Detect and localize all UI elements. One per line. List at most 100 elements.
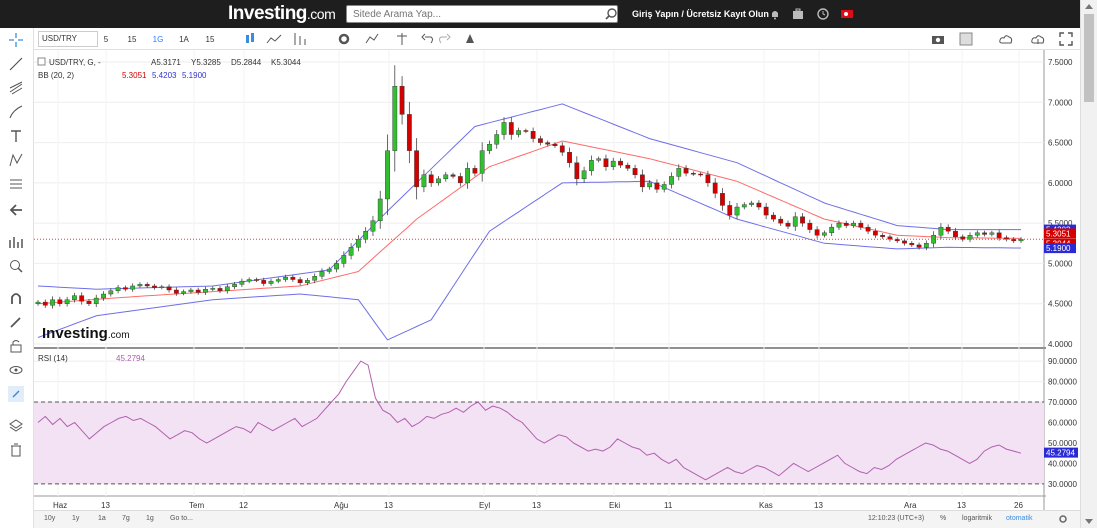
candle: [661, 184, 667, 190]
lock-icon[interactable]: [8, 338, 24, 354]
site-logo[interactable]: Investing.com: [228, 3, 336, 25]
interval-1[interactable]: 15: [127, 35, 137, 44]
candle: [152, 285, 157, 288]
chart-toolbar: USD/TRY 5 15 1G 1A 15: [34, 28, 1080, 50]
brush-icon[interactable]: [8, 104, 24, 120]
range-1y[interactable]: 1y: [72, 515, 80, 522]
candle: [581, 170, 587, 180]
candle: [749, 202, 754, 205]
chart-area[interactable]: 45.2794 7.50007.00006.50006.00005.50005.…: [34, 50, 1080, 510]
symbol-box[interactable]: USD/TRY: [38, 31, 98, 47]
interval-3[interactable]: 1A: [179, 35, 189, 44]
fullscreen-icon[interactable]: [1058, 31, 1074, 47]
clock-icon[interactable]: [817, 8, 829, 20]
compare-icon[interactable]: [364, 31, 380, 47]
candle: [35, 301, 41, 304]
range-1a[interactable]: 1a: [98, 515, 106, 522]
link-icon[interactable]: [8, 386, 24, 402]
candle: [130, 285, 136, 290]
pencil-icon[interactable]: [8, 314, 24, 330]
price-tick: 7.0000: [1048, 98, 1073, 107]
time-tick: 13: [384, 501, 393, 510]
area-chart-icon[interactable]: [266, 31, 282, 47]
go-to-button[interactable]: Go to...: [170, 515, 193, 522]
cloud-save-icon[interactable]: [1030, 31, 1046, 47]
log-toggle[interactable]: logaritmik: [962, 515, 992, 522]
login-link[interactable]: Giriş Yapın / Ücretsiz Kayıt Olun: [632, 9, 769, 19]
pattern-icon[interactable]: [8, 152, 24, 168]
settings-small-icon[interactable]: [1058, 514, 1068, 524]
candle: [217, 288, 223, 292]
candle: [385, 150, 390, 200]
percent-toggle[interactable]: %: [940, 515, 947, 522]
pitchfork-icon[interactable]: [8, 80, 24, 96]
candle: [122, 287, 128, 290]
zoom-icon[interactable]: [8, 258, 24, 274]
page-scrollbar[interactable]: [1080, 0, 1097, 528]
alert-icon[interactable]: [462, 31, 478, 47]
candles-icon[interactable]: [242, 31, 258, 47]
candle: [632, 168, 638, 176]
fib-icon[interactable]: [8, 176, 24, 192]
candle: [108, 290, 114, 295]
bell-icon[interactable]: [769, 8, 781, 20]
candle: [516, 130, 521, 135]
candle: [552, 143, 558, 147]
eye-icon[interactable]: [8, 362, 24, 378]
candle: [487, 143, 492, 151]
camera-icon[interactable]: [930, 31, 946, 47]
indicators-icon[interactable]: [292, 31, 308, 47]
interval-2[interactable]: 1G: [152, 35, 164, 44]
range-10y[interactable]: 10y: [44, 515, 56, 522]
candle: [494, 134, 500, 145]
undo-icon[interactable]: [420, 31, 436, 47]
redo-icon[interactable]: [436, 31, 452, 47]
candle: [356, 239, 361, 248]
layers-icon[interactable]: [8, 418, 24, 434]
candle: [923, 243, 929, 248]
range-7g[interactable]: 7g: [122, 515, 130, 522]
time-tick: 26: [1014, 501, 1023, 510]
candle: [647, 182, 653, 188]
candle: [523, 130, 529, 132]
watermark-suffix: .com: [108, 330, 130, 341]
layout-icon[interactable]: [958, 31, 974, 47]
magnet-icon[interactable]: [8, 290, 24, 306]
interval-4[interactable]: 15: [205, 35, 215, 44]
candle: [210, 288, 216, 290]
ohlc-open: A5.3171: [151, 58, 181, 67]
candle: [501, 122, 507, 135]
scale-icon[interactable]: [394, 31, 410, 47]
crosshair-icon[interactable]: [8, 32, 24, 48]
candle: [312, 276, 318, 281]
briefcase-icon[interactable]: [792, 8, 804, 20]
candle: [792, 216, 798, 227]
candle: [334, 263, 339, 270]
rsi-tick: 40.0000: [1048, 459, 1077, 468]
auto-toggle[interactable]: otomatik: [1006, 515, 1033, 522]
candle: [137, 284, 143, 287]
measure-icon[interactable]: [8, 234, 24, 250]
text-icon[interactable]: [8, 128, 24, 144]
back-arrow-icon[interactable]: [8, 202, 24, 218]
settings-icon[interactable]: [336, 31, 352, 47]
collapse-icon[interactable]: [37, 57, 46, 66]
flag-icon[interactable]: [841, 8, 853, 20]
bb-legend-label: BB (20, 2): [38, 71, 74, 80]
candle: [734, 206, 740, 216]
scroll-up-icon[interactable]: [1085, 4, 1093, 9]
trash-icon[interactable]: [8, 442, 24, 458]
scroll-down-icon[interactable]: [1085, 519, 1093, 524]
scroll-thumb[interactable]: [1084, 14, 1094, 102]
cloud-icon[interactable]: [998, 31, 1014, 47]
search-icon[interactable]: [604, 7, 618, 21]
range-1g[interactable]: 1g: [146, 515, 154, 522]
rsi-tick: 70.0000: [1048, 398, 1077, 407]
rsi-tick: 50.0000: [1048, 439, 1077, 448]
candle: [982, 232, 987, 235]
interval-0[interactable]: 5: [103, 35, 109, 44]
search-input[interactable]: [346, 5, 618, 23]
candle: [93, 297, 99, 304]
trend-line-icon[interactable]: [8, 56, 24, 72]
candle: [669, 176, 674, 185]
